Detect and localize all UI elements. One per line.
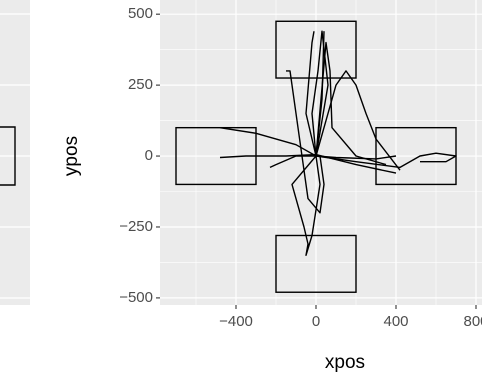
y-tick-label: 500 — [128, 5, 153, 22]
trajectory — [315, 152, 457, 169]
trajectory — [315, 41, 387, 166]
trajectory — [219, 153, 397, 174]
region-box — [275, 20, 357, 79]
x-tick-label: 0 — [312, 313, 320, 330]
neighbor-panel — [0, 0, 30, 305]
panel-background — [160, 0, 482, 305]
trajectory — [315, 70, 401, 171]
trajectory — [311, 30, 329, 157]
y-tick-label: −250 — [119, 218, 153, 235]
y-tick-label: 250 — [128, 76, 153, 93]
region-box — [0, 126, 16, 186]
x-tick-label: −400 — [219, 313, 253, 330]
x-axis-title: xpos — [325, 352, 365, 373]
trajectory — [305, 31, 317, 157]
trajectory — [286, 70, 325, 214]
x-tick-label: 400 — [383, 313, 408, 330]
y-tick-label: −500 — [119, 289, 153, 306]
y-axis-title: ypos — [61, 136, 82, 176]
x-tick-label: 800 — [463, 313, 482, 330]
trajectory — [291, 155, 321, 256]
region-box — [275, 234, 357, 293]
y-tick-label: 0 — [145, 147, 153, 164]
